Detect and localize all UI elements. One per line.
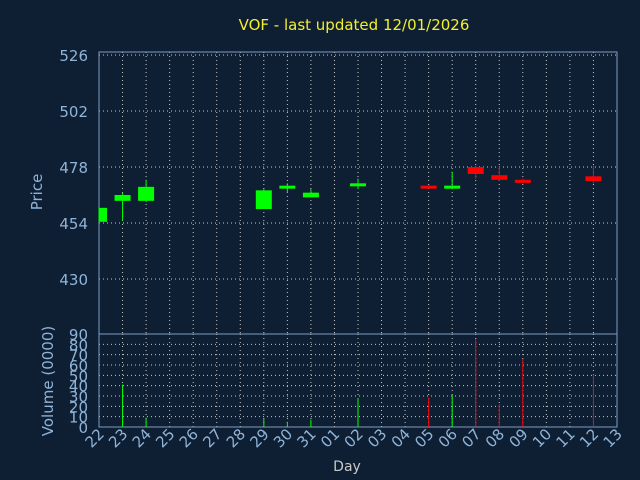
volume-tick-label: 40 (69, 378, 88, 396)
price-axis-label: Price (28, 174, 46, 211)
volume-tick-label: 20 (69, 398, 88, 416)
candle-body (420, 185, 437, 189)
day-tick-label: 12 (576, 425, 602, 451)
volume-tick-label: 90 (69, 326, 88, 344)
candle-body (350, 183, 366, 187)
day-tick-label: 23 (105, 425, 131, 451)
candle-body (444, 185, 461, 189)
day-tick-label: 13 (600, 425, 626, 451)
candle-body (302, 192, 319, 198)
candle-body (279, 185, 296, 189)
price-tick-label: 454 (59, 215, 88, 233)
volume-axis-label: Volume (0000) (39, 326, 57, 436)
volume-tick-label: 30 (69, 388, 88, 406)
day-tick-label: 01 (317, 425, 343, 451)
volume-tick-label: 60 (69, 357, 88, 375)
day-tick-label: 03 (364, 425, 390, 451)
day-tick-label: 02 (341, 425, 367, 451)
day-axis-label: Day (333, 459, 361, 475)
day-tick-label: 06 (435, 425, 461, 451)
candle-body (467, 167, 484, 174)
price-plot-frame (98, 51, 618, 335)
chart-title: VOF - last updated 12/01/2026 (239, 16, 470, 34)
candle-body (255, 190, 272, 209)
price-tick-label: 430 (59, 271, 88, 289)
price-tick-label: 478 (59, 159, 88, 177)
day-tick-label: 08 (482, 425, 508, 451)
day-tick-label: 27 (199, 425, 225, 451)
candle-body (585, 176, 602, 181)
day-tick-label: 30 (270, 425, 296, 451)
volume-tick-label: 80 (69, 336, 88, 354)
day-tick-label: 24 (129, 425, 155, 451)
day-tick-label: 04 (388, 425, 414, 451)
day-tick-label: 09 (505, 425, 531, 451)
day-tick-label: 05 (411, 425, 437, 451)
day-tick-label: 29 (246, 425, 272, 451)
day-tick-labels: 2223242526272829303101020304050607080910… (82, 425, 626, 451)
candle-body (114, 195, 131, 201)
price-tick-label: 502 (59, 103, 88, 121)
volume-tick-label: 0 (78, 419, 88, 437)
price-panel: 430 454 478 502 526 (59, 47, 618, 335)
day-tick-label: 25 (152, 425, 178, 451)
volume-tick-label: 10 (69, 409, 88, 427)
candle-body (138, 186, 155, 201)
day-tick-label: 31 (294, 425, 320, 451)
day-tick-label: 28 (223, 425, 249, 451)
day-tick-label: 26 (176, 425, 202, 451)
price-tick-label: 526 (59, 47, 88, 65)
day-tick-label: 10 (529, 425, 555, 451)
candle-body (491, 175, 508, 180)
volume-tick-label: 70 (69, 347, 88, 365)
volume-tick-label: 50 (69, 367, 88, 385)
day-tick-label: 11 (553, 425, 579, 451)
candle-body (514, 179, 531, 183)
candle-body (99, 207, 107, 222)
day-tick-label: 07 (458, 425, 484, 451)
